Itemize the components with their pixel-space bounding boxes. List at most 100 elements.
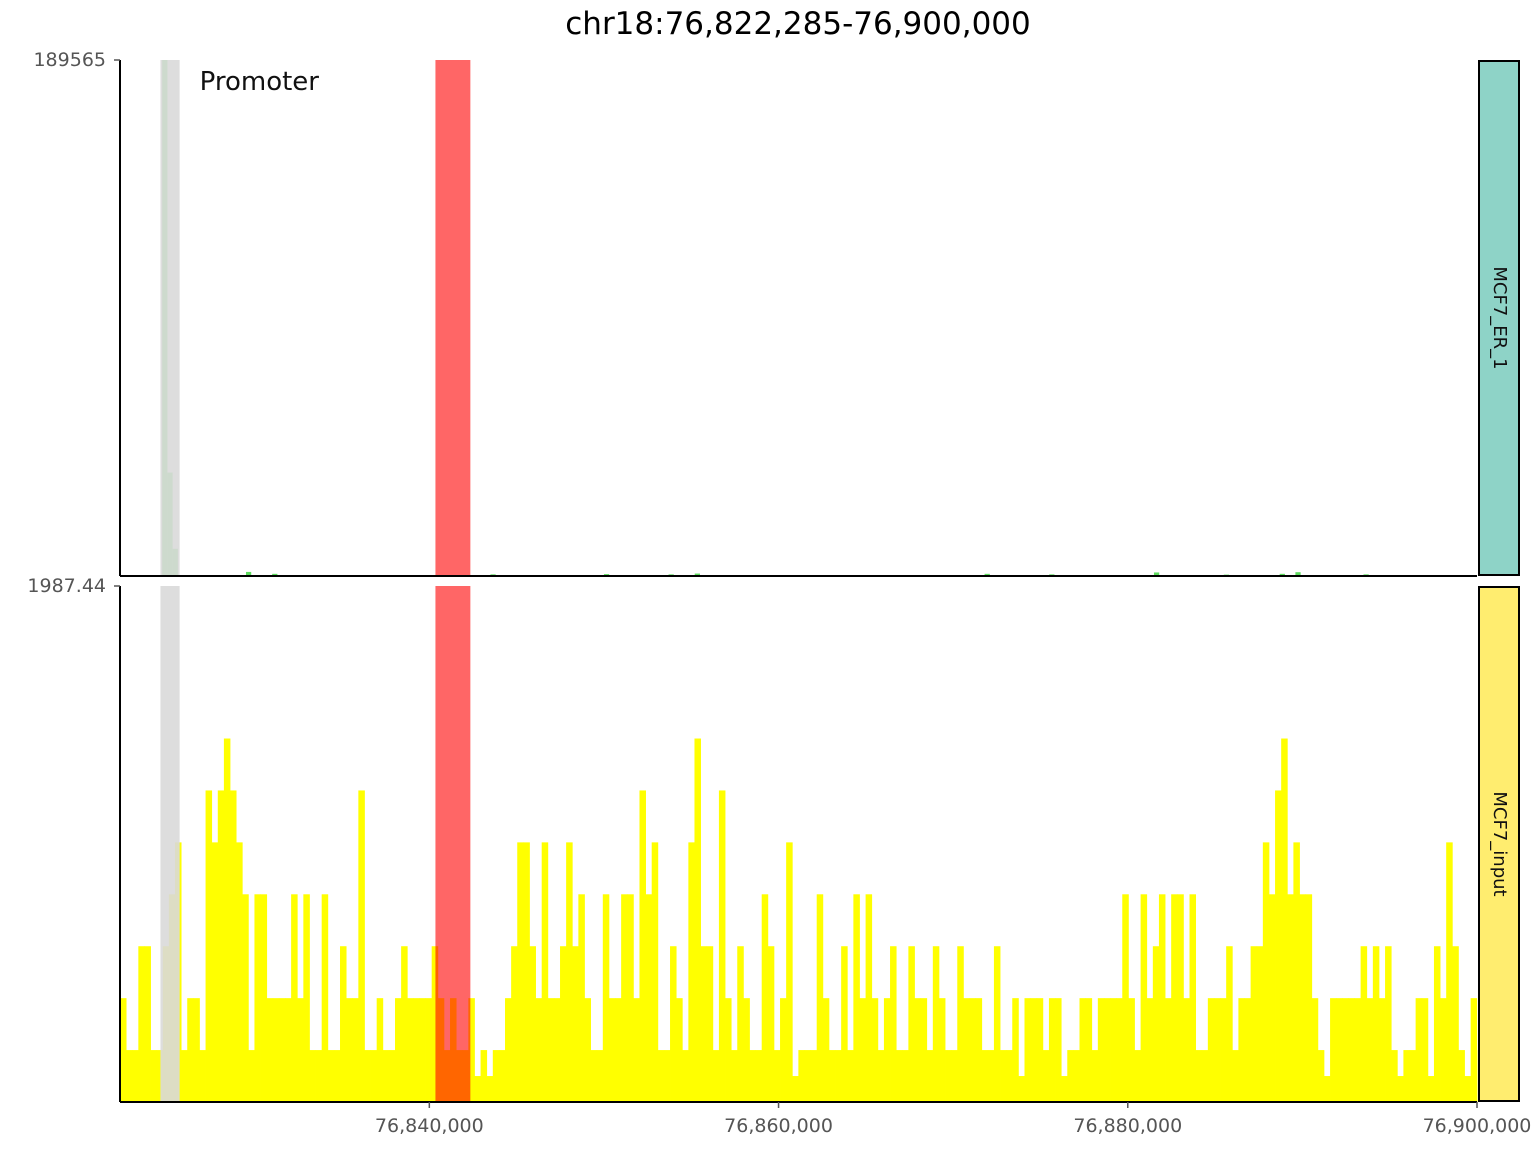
x-tick-label: 76,860,000: [724, 1115, 833, 1137]
signal-bar-MCF7_input-49: [419, 998, 426, 1102]
signal-bar-MCF7_input-69: [541, 842, 549, 1102]
signal-bar-MCF7_input-143: [993, 946, 1001, 1102]
signal-bar-MCF7_input-207: [1385, 946, 1392, 1102]
signal-bar-MCF7_input-77: [590, 1050, 598, 1102]
signal-bar-MCF7_input-102: [743, 998, 750, 1102]
highlight-label: Promoter: [200, 67, 320, 97]
signal-bar-MCF7_input-188: [1268, 894, 1276, 1102]
signal-bar-MCF7_input-18: [230, 790, 237, 1102]
signal-bar-MCF7_input-186: [1256, 946, 1264, 1102]
y-max-label: 189565: [33, 49, 106, 71]
signal-bar-MCF7_input-115: [822, 998, 830, 1102]
signal-bar-MCF7_input-141: [981, 1050, 989, 1102]
signal-bar-MCF7_input-202: [1354, 998, 1362, 1102]
signal-bar-MCF7_input-96: [706, 946, 714, 1102]
signal-bar-MCF7_input-4: [144, 946, 151, 1102]
signal-bar-MCF7_input-101: [737, 946, 744, 1102]
signal-bar-MCF7_input-23: [260, 894, 268, 1102]
signal-bar-MCF7_input-152: [1048, 998, 1056, 1102]
signal-bar-MCF7_input-215: [1433, 946, 1441, 1102]
signal-bar-MCF7_input-120: [853, 894, 860, 1102]
signal-bar-MCF7_input-199: [1336, 998, 1343, 1102]
signal-bar-MCF7_input-206: [1378, 998, 1386, 1102]
signal-bar-MCF7_ER_1-4: [272, 573, 278, 576]
x-tick-label: 76,880,000: [1073, 1115, 1182, 1137]
signal-bar-MCF7_input-218: [1452, 946, 1459, 1102]
x-tick-label: 76,840,000: [375, 1115, 484, 1137]
signal-bar-MCF7_input-34: [327, 1050, 335, 1102]
signal-bar-MCF7_input-122: [865, 894, 873, 1102]
signal-bar-MCF7_input-85: [639, 790, 646, 1102]
signal-bar-MCF7_input-36: [340, 946, 347, 1102]
signal-bar-MCF7_input-196: [1317, 1050, 1325, 1102]
signal-bar-MCF7_input-20: [242, 894, 249, 1102]
signal-bar-MCF7_ER_1-9: [984, 573, 990, 576]
signal-bar-MCF7_input-35: [333, 1050, 341, 1102]
signal-bar-MCF7_input-44: [388, 1050, 396, 1102]
signal-bar-MCF7_input-43: [382, 1050, 390, 1102]
signal-bar-MCF7_input-191: [1287, 894, 1294, 1102]
signal-bar-MCF7_input-61: [492, 1050, 500, 1102]
signal-bar-MCF7_input-121: [859, 998, 866, 1102]
signal-bar-MCF7_input-6: [156, 1050, 164, 1102]
signal-bar-MCF7_input-65: [517, 842, 524, 1102]
signal-bar-MCF7_input-182: [1232, 1050, 1239, 1102]
signal-bar-MCF7_input-168: [1146, 998, 1154, 1102]
signal-bar-MCF7_input-125: [883, 998, 891, 1102]
signal-bar-MCF7_input-192: [1293, 842, 1300, 1102]
signal-bar-MCF7_input-38: [352, 998, 359, 1102]
signal-bar-MCF7_input-14: [205, 790, 213, 1102]
signal-bar-MCF7_input-97: [712, 1050, 720, 1102]
signal-bar-MCF7_input-1: [126, 1050, 133, 1102]
signal-bar-MCF7_input-205: [1372, 946, 1380, 1102]
signal-bar-MCF7_input-74: [572, 946, 579, 1102]
signal-bar-MCF7_input-220: [1464, 1076, 1472, 1102]
signal-bar-MCF7_input-58: [474, 1076, 481, 1102]
highlight-region-0-MCF7_ER_1: [160, 60, 180, 576]
signal-bar-MCF7_input-94: [694, 738, 701, 1102]
signal-bar-MCF7_input-93: [688, 842, 695, 1102]
signal-bar-MCF7_input-127: [896, 1050, 903, 1102]
signal-bar-MCF7_input-21: [248, 1050, 255, 1102]
signal-bar-MCF7_input-177: [1201, 1050, 1209, 1102]
signal-bar-MCF7_input-47: [407, 998, 414, 1102]
signal-bar-MCF7_input-219: [1458, 1050, 1465, 1102]
signal-bar-MCF7_input-129: [908, 946, 915, 1102]
signal-bar-MCF7_input-170: [1158, 894, 1166, 1102]
signal-bar-MCF7_input-172: [1171, 894, 1178, 1102]
signal-bar-MCF7_ER_1-11: [1153, 572, 1160, 576]
signal-bar-MCF7_input-195: [1311, 998, 1319, 1102]
facet-strip-label: MCF7_input: [1489, 791, 1510, 896]
signal-bar-MCF7_input-119: [847, 1050, 854, 1102]
signal-bar-MCF7_input-100: [731, 1050, 738, 1102]
signal-bar-MCF7_input-200: [1342, 998, 1349, 1102]
signal-bar-MCF7_input-137: [957, 946, 964, 1102]
signal-bar-MCF7_input-117: [835, 1050, 842, 1102]
facet-strip-label: MCF7_ER_1: [1489, 266, 1510, 369]
signal-bar-MCF7_input-110: [792, 1076, 799, 1102]
signal-bar-MCF7_input-112: [804, 1050, 811, 1102]
signal-bar-MCF7_input-175: [1189, 894, 1197, 1102]
signal-bar-MCF7_input-45: [395, 998, 402, 1102]
signal-bar-MCF7_input-161: [1103, 998, 1111, 1102]
signal-bar-MCF7_input-92: [682, 1050, 689, 1102]
signal-bar-MCF7_input-88: [657, 1050, 665, 1102]
signal-bar-MCF7_input-75: [578, 894, 585, 1102]
signal-bar-MCF7_input-15: [211, 842, 219, 1102]
signal-bar-MCF7_input-72: [560, 946, 567, 1102]
signal-bar-MCF7_input-5: [150, 1050, 158, 1102]
chart-title: chr18:76,822,285-76,900,000: [565, 6, 1031, 42]
signal-bar-MCF7_input-178: [1207, 998, 1215, 1102]
signal-bar-MCF7_input-114: [816, 894, 824, 1102]
signal-bar-MCF7_input-91: [676, 998, 683, 1102]
signal-bar-MCF7_input-68: [535, 998, 543, 1102]
signal-bar-MCF7_input-146: [1012, 998, 1019, 1102]
signal-bar-MCF7_input-165: [1128, 998, 1135, 1102]
signal-bar-MCF7_input-10: [181, 1050, 188, 1102]
signal-bar-MCF7_input-132: [926, 1050, 934, 1102]
signal-bar-MCF7_input-84: [633, 998, 640, 1102]
signal-bar-MCF7_input-86: [645, 894, 653, 1102]
signal-bar-MCF7_input-222: [1476, 1050, 1478, 1102]
signal-bar-MCF7_input-133: [932, 946, 940, 1102]
signal-bar-MCF7_input-213: [1421, 998, 1429, 1102]
